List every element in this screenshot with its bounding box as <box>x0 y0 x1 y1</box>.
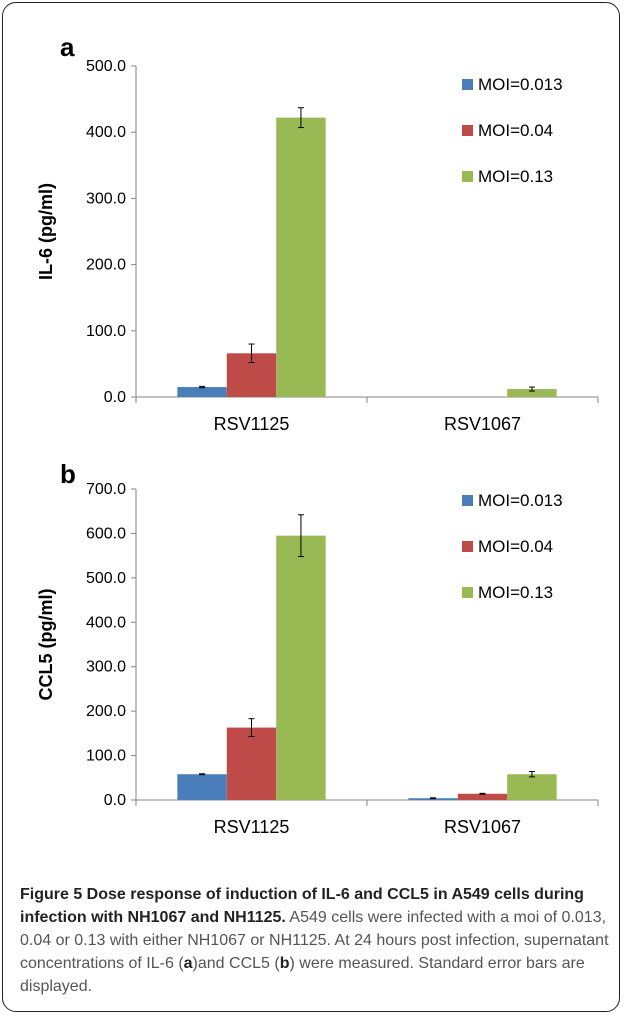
y-tick-label: 200.0 <box>86 257 126 274</box>
bar <box>177 774 227 800</box>
y-tick-label: 500.0 <box>86 570 126 587</box>
bar <box>507 389 557 397</box>
y-tick-label: 200.0 <box>86 703 126 720</box>
y-tick-label: 500.0 <box>86 58 126 75</box>
legend-label: MOI=0.04 <box>478 537 553 556</box>
legend-label: MOI=0.04 <box>478 121 553 140</box>
category-label: RSV1067 <box>444 414 521 434</box>
caption-body-2: )and CCL5 ( <box>192 955 280 972</box>
y-axis-title: CCL5 (pg/ml) <box>36 589 56 701</box>
caption-ref-b: b <box>279 955 290 972</box>
bar <box>507 774 557 800</box>
y-tick-label: 100.0 <box>86 748 126 765</box>
legend-label: MOI=0.13 <box>478 583 553 602</box>
caption-body-3: ) were measured. Standard error bars are… <box>20 955 585 995</box>
panel-letter: b <box>60 459 76 489</box>
legend-swatch <box>462 587 473 598</box>
legend-label: MOI=0.013 <box>478 75 563 94</box>
bar <box>276 535 326 800</box>
panel-letter: a <box>60 32 75 62</box>
chart-panel-a: a IL-6 (pg/ml) 0.0 100.0 200.0 300.0 400.0 500.… <box>36 32 599 434</box>
legend-swatch <box>462 541 473 552</box>
y-axis-title: IL-6 (pg/ml) <box>36 183 56 280</box>
y-tick-label: 300.0 <box>86 659 126 676</box>
bar <box>457 793 508 800</box>
y-tick-label: 400.0 <box>86 614 126 631</box>
bar <box>177 387 227 397</box>
category-label: RSV1125 <box>214 414 290 434</box>
category-label: RSV1125 <box>214 817 290 837</box>
y-tick-label: 0.0 <box>104 792 126 809</box>
legend-swatch <box>462 495 473 506</box>
y-tick-label: 100.0 <box>86 323 126 340</box>
y-tick-label: 600.0 <box>86 525 126 542</box>
legend-swatch <box>462 79 473 90</box>
caption-ref-a: a <box>183 955 193 972</box>
figure-caption: Figure 5 Dose response of induction of I… <box>20 883 610 998</box>
y-tick-label: 700.0 <box>86 481 126 498</box>
chart-panel-b: b CCL5 (pg/ml) 0.0 100.0 200.0 300.0 400.0 500.… <box>36 459 599 837</box>
bar <box>226 727 277 800</box>
legend-swatch <box>462 125 473 136</box>
legend-swatch <box>462 171 473 182</box>
legend-label: MOI=0.013 <box>478 491 563 510</box>
caption-title: Figure 5 Dose response of induction of I… <box>20 886 584 926</box>
y-tick-label: 0.0 <box>104 389 126 406</box>
y-tick-label: 400.0 <box>86 124 126 141</box>
caption-body-1: A549 cells were infected with a moi of 0… <box>20 909 609 972</box>
legend-label: MOI=0.13 <box>478 167 553 186</box>
y-tick-label: 300.0 <box>86 190 126 207</box>
bar <box>276 117 326 398</box>
category-label: RSV1067 <box>444 817 521 837</box>
